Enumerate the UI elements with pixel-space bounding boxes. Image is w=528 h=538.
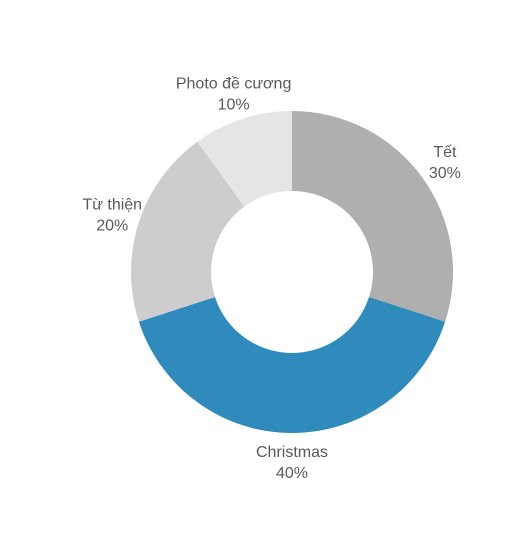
label-category: Từ thiện xyxy=(82,197,142,214)
label-category: Christmas xyxy=(256,444,328,461)
label-photo-de-cuong: Photo đề cương 10% xyxy=(176,75,292,113)
label-percent: 10% xyxy=(218,96,250,113)
label-category: Tết xyxy=(433,144,457,161)
label-christmas: Christmas 40% xyxy=(256,444,328,482)
label-percent: 30% xyxy=(429,165,461,182)
label-percent: 20% xyxy=(96,218,128,235)
slice-tet xyxy=(292,111,453,322)
label-percent: 40% xyxy=(276,465,308,482)
label-tu-thien: Từ thiện 20% xyxy=(82,197,142,235)
label-category: Photo đề cương xyxy=(176,75,292,92)
chart-slices xyxy=(131,111,453,433)
slice-christmas xyxy=(138,297,446,433)
label-tet: Tết 30% xyxy=(429,144,461,182)
slice-photo-de-cuong xyxy=(197,111,292,207)
slice-tu-thien xyxy=(131,141,245,322)
chart-labels: Tết 30% Christmas 40% Từ thiện 20% Photo đề cư… xyxy=(82,75,460,482)
